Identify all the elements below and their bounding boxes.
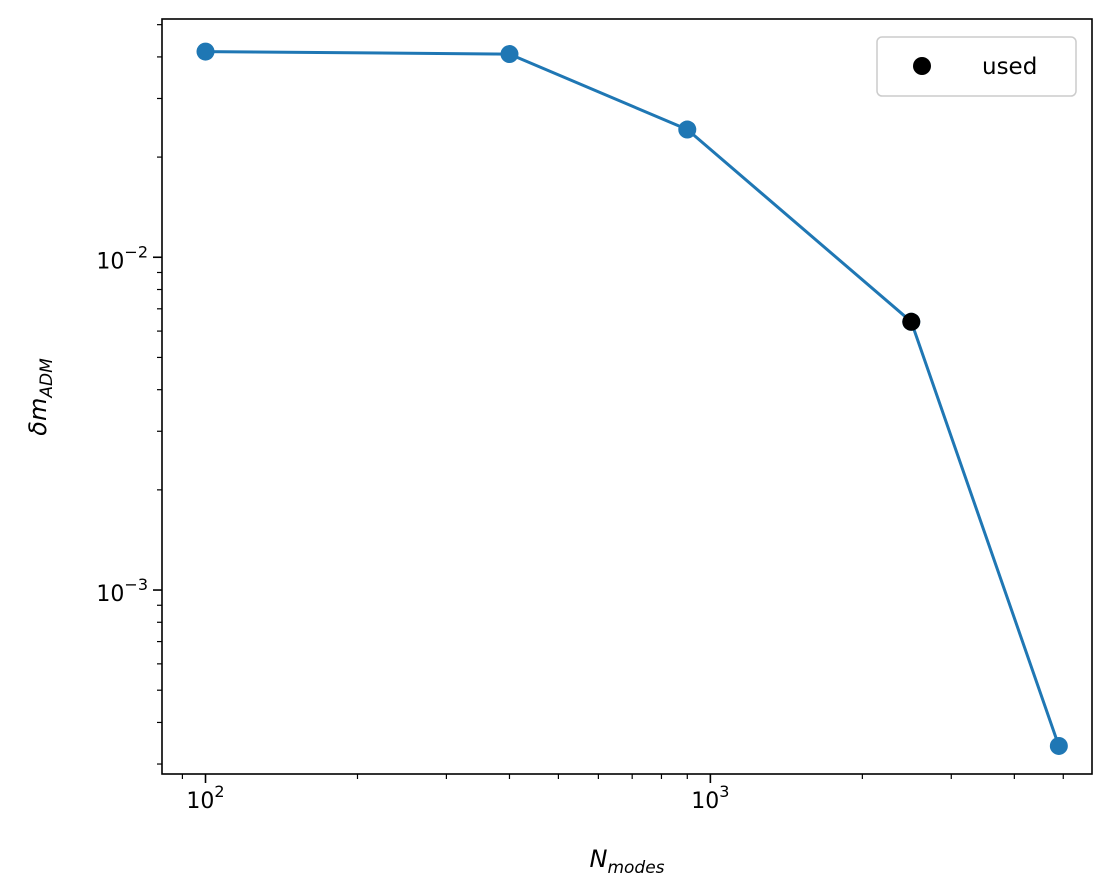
data-point xyxy=(500,45,519,64)
plot-frame xyxy=(161,18,1093,775)
axis-ticks: 102 103 10−3 10−2 xyxy=(96,24,1064,814)
data-point xyxy=(678,120,697,139)
data-point xyxy=(196,42,215,61)
y-tick-label: 10−3 xyxy=(96,575,148,607)
y-tick-label: 10−2 xyxy=(96,242,148,274)
legend-box xyxy=(876,36,1077,97)
series-layer xyxy=(196,42,1068,755)
used-point xyxy=(902,312,921,331)
x-tick-label: 102 xyxy=(186,782,224,814)
legend-label-used: used xyxy=(982,54,1037,80)
legend: used xyxy=(876,36,1077,97)
legend-marker-used xyxy=(913,57,931,75)
y-axis-label: δmADM xyxy=(24,358,57,436)
x-axis-label: Nmodes xyxy=(589,845,664,878)
data-point xyxy=(1049,736,1068,755)
x-tick-label: 103 xyxy=(691,782,729,814)
